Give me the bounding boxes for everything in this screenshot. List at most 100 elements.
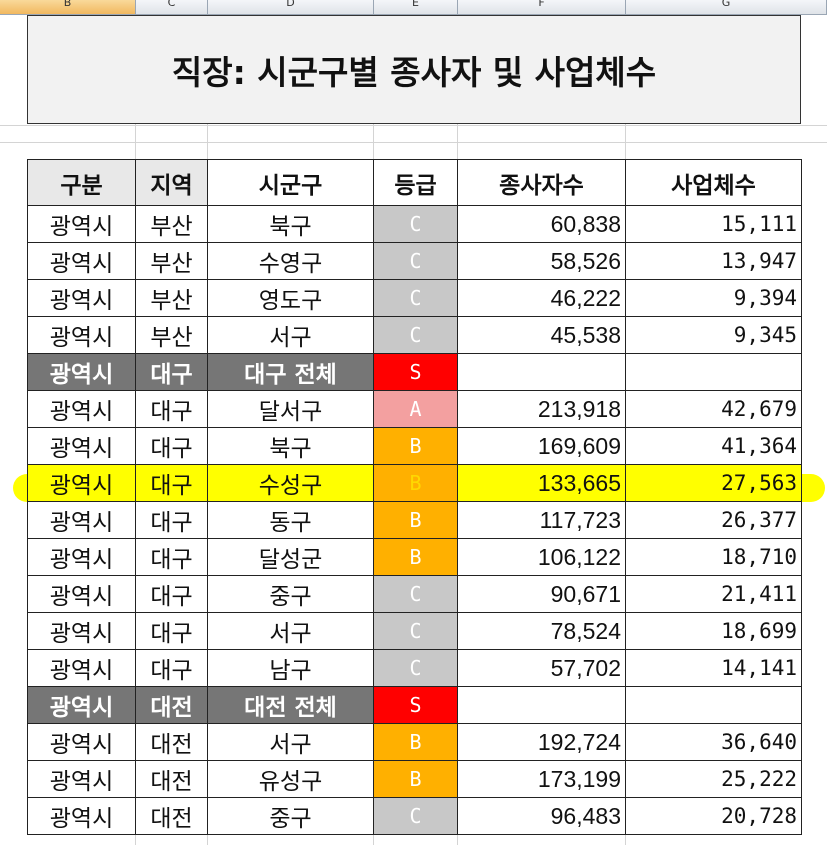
sheet-title[interactable]: 직장: 시군구별 종사자 및 사업체수 xyxy=(27,15,801,124)
cell-grade[interactable]: C xyxy=(373,612,458,650)
cell-grade[interactable]: C xyxy=(373,316,458,354)
cell-region[interactable]: 대구 xyxy=(135,353,208,391)
cell-businesses[interactable] xyxy=(625,353,802,391)
column-header-d[interactable]: D xyxy=(208,0,374,14)
cell-grade[interactable]: C xyxy=(373,649,458,687)
cell-employees[interactable]: 117,723 xyxy=(457,501,626,539)
cell-region[interactable]: 부산 xyxy=(135,316,208,354)
cell-grade[interactable]: C xyxy=(373,797,458,835)
cell-businesses[interactable]: 14,141 xyxy=(625,649,802,687)
cell-region[interactable]: 대전 xyxy=(135,723,208,761)
header-gubun[interactable]: 구분 xyxy=(27,159,136,206)
header-district[interactable]: 시군구 xyxy=(207,159,374,206)
cell-district[interactable]: 유성구 xyxy=(207,760,374,798)
cell-businesses[interactable]: 25,222 xyxy=(625,760,802,798)
column-header-c[interactable]: C xyxy=(136,0,208,14)
cell-grade[interactable]: B xyxy=(373,501,458,539)
cell-grade[interactable]: B xyxy=(373,760,458,798)
cell-employees[interactable]: 192,724 xyxy=(457,723,626,761)
cell-employees[interactable]: 133,665 xyxy=(457,464,626,502)
cell-grade[interactable]: B xyxy=(373,427,458,465)
cell-region[interactable]: 대구 xyxy=(135,612,208,650)
cell-region[interactable]: 대구 xyxy=(135,464,208,502)
column-header-e[interactable]: E xyxy=(374,0,458,14)
cell-businesses[interactable]: 18,710 xyxy=(625,538,802,576)
cell-gubun[interactable]: 광역시 xyxy=(27,575,136,613)
cell-businesses[interactable]: 42,679 xyxy=(625,390,802,428)
cell-district[interactable]: 수영구 xyxy=(207,242,374,280)
cell-region[interactable]: 대전 xyxy=(135,760,208,798)
cell-district[interactable]: 동구 xyxy=(207,501,374,539)
cell-district[interactable]: 중구 xyxy=(207,797,374,835)
cell-region[interactable]: 대구 xyxy=(135,390,208,428)
cell-employees[interactable]: 58,526 xyxy=(457,242,626,280)
cell-employees[interactable]: 45,538 xyxy=(457,316,626,354)
cell-region[interactable]: 대구 xyxy=(135,575,208,613)
cell-gubun[interactable]: 광역시 xyxy=(27,686,136,724)
cell-grade[interactable]: B xyxy=(373,464,458,502)
column-header-g[interactable]: G xyxy=(626,0,827,14)
cell-employees[interactable]: 78,524 xyxy=(457,612,626,650)
cell-district[interactable]: 수성구 xyxy=(207,464,374,502)
cell-gubun[interactable]: 광역시 xyxy=(27,797,136,835)
cell-region[interactable]: 부산 xyxy=(135,205,208,243)
cell-grade[interactable]: C xyxy=(373,205,458,243)
cell-employees[interactable]: 57,702 xyxy=(457,649,626,687)
cell-grade[interactable]: C xyxy=(373,575,458,613)
cell-grade[interactable]: B xyxy=(373,538,458,576)
cell-gubun[interactable]: 광역시 xyxy=(27,464,136,502)
cell-gubun[interactable]: 광역시 xyxy=(27,427,136,465)
cell-district[interactable]: 북구 xyxy=(207,427,374,465)
cell-district[interactable]: 남구 xyxy=(207,649,374,687)
column-header-b[interactable]: B xyxy=(0,0,136,14)
cell-region[interactable]: 대전 xyxy=(135,797,208,835)
header-businesses[interactable]: 사업체수 xyxy=(625,159,802,206)
cell-businesses[interactable]: 41,364 xyxy=(625,427,802,465)
cell-district[interactable]: 서구 xyxy=(207,723,374,761)
cell-grade[interactable]: B xyxy=(373,723,458,761)
cell-gubun[interactable]: 광역시 xyxy=(27,205,136,243)
cell-grade[interactable]: C xyxy=(373,279,458,317)
cell-grade[interactable]: C xyxy=(373,242,458,280)
cell-businesses[interactable]: 13,947 xyxy=(625,242,802,280)
cell-grade[interactable]: S xyxy=(373,686,458,724)
cell-employees[interactable]: 173,199 xyxy=(457,760,626,798)
cell-businesses[interactable]: 9,345 xyxy=(625,316,802,354)
cell-businesses[interactable]: 15,111 xyxy=(625,205,802,243)
cell-businesses[interactable]: 21,411 xyxy=(625,575,802,613)
header-grade[interactable]: 등급 xyxy=(373,159,458,206)
cell-gubun[interactable]: 광역시 xyxy=(27,316,136,354)
cell-businesses[interactable]: 9,394 xyxy=(625,279,802,317)
cell-gubun[interactable]: 광역시 xyxy=(27,649,136,687)
cell-employees[interactable]: 60,838 xyxy=(457,205,626,243)
cell-grade[interactable]: A xyxy=(373,390,458,428)
cell-region[interactable]: 부산 xyxy=(135,242,208,280)
cell-employees[interactable]: 46,222 xyxy=(457,279,626,317)
cell-district[interactable]: 달서구 xyxy=(207,390,374,428)
cell-grade[interactable]: S xyxy=(373,353,458,391)
cell-employees[interactable]: 169,609 xyxy=(457,427,626,465)
cell-district[interactable]: 달성군 xyxy=(207,538,374,576)
cell-district[interactable]: 영도구 xyxy=(207,279,374,317)
cell-region[interactable]: 대구 xyxy=(135,427,208,465)
cell-district[interactable]: 대전 전체 xyxy=(207,686,374,724)
cell-businesses[interactable]: 18,699 xyxy=(625,612,802,650)
cell-gubun[interactable]: 광역시 xyxy=(27,390,136,428)
cell-region[interactable]: 대구 xyxy=(135,538,208,576)
header-region[interactable]: 지역 xyxy=(135,159,208,206)
cell-region[interactable]: 부산 xyxy=(135,279,208,317)
cell-employees[interactable]: 213,918 xyxy=(457,390,626,428)
cell-gubun[interactable]: 광역시 xyxy=(27,501,136,539)
cell-gubun[interactable]: 광역시 xyxy=(27,612,136,650)
header-employees[interactable]: 종사자수 xyxy=(457,159,626,206)
cell-district[interactable]: 북구 xyxy=(207,205,374,243)
cell-employees[interactable] xyxy=(457,353,626,391)
cell-businesses[interactable]: 36,640 xyxy=(625,723,802,761)
cell-employees[interactable]: 96,483 xyxy=(457,797,626,835)
cell-region[interactable]: 대구 xyxy=(135,649,208,687)
cell-gubun[interactable]: 광역시 xyxy=(27,279,136,317)
cell-gubun[interactable]: 광역시 xyxy=(27,538,136,576)
cell-employees[interactable]: 90,671 xyxy=(457,575,626,613)
cell-businesses[interactable] xyxy=(625,686,802,724)
cell-region[interactable]: 대구 xyxy=(135,501,208,539)
